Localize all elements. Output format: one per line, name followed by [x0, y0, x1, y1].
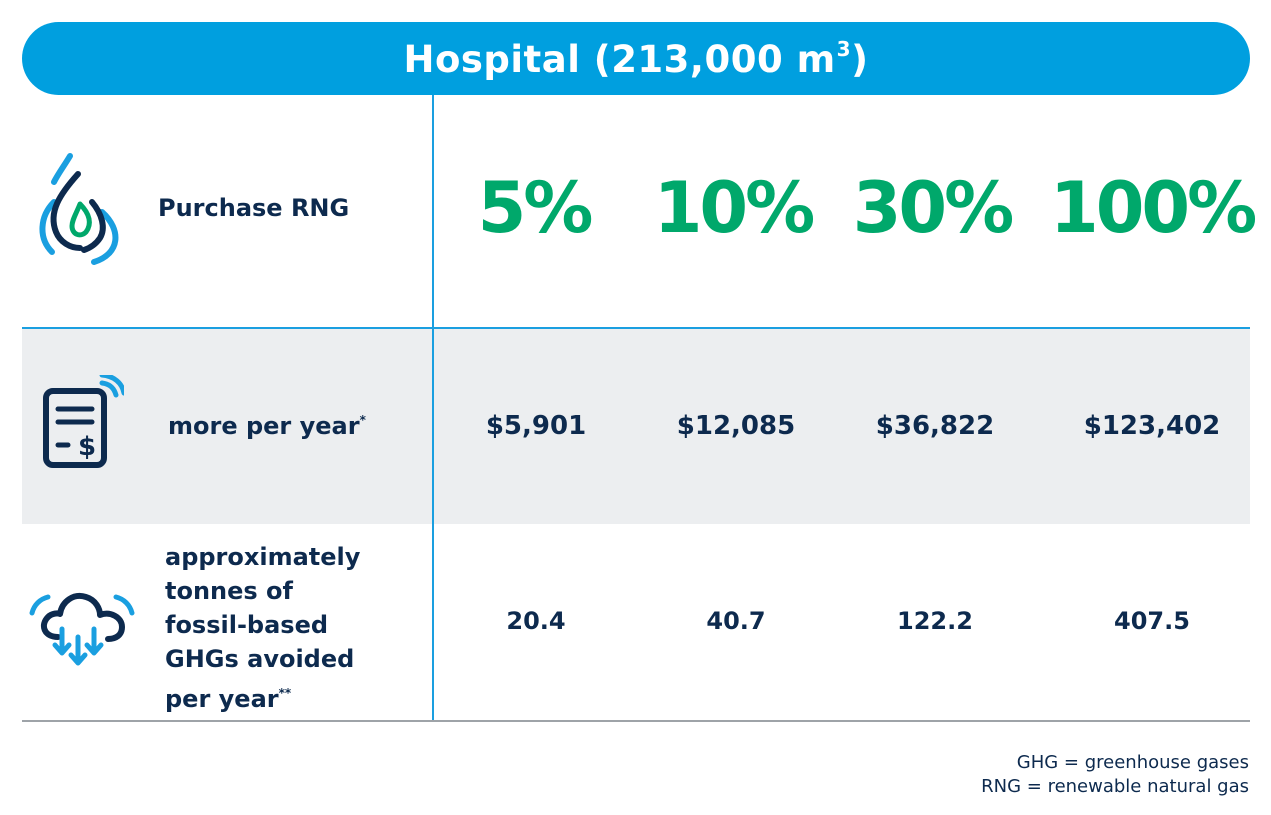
- page-title: Hospital (213,000 m3): [403, 36, 869, 81]
- ghg-10: 40.7: [706, 607, 766, 635]
- header-banner: Hospital (213,000 m3): [22, 22, 1250, 95]
- cost-10: $12,085: [676, 411, 796, 441]
- more-per-year-label: more per year*: [168, 412, 366, 440]
- percent-10: 10%: [653, 167, 816, 249]
- percent-5: 5%: [477, 167, 594, 249]
- ghg-avoided-label: approximately tonnes of fossil-based GHG…: [165, 543, 361, 713]
- cost-100: $123,402: [1083, 411, 1221, 441]
- footnote-rng: RNG = renewable natural gas: [981, 776, 1249, 797]
- ghg-5: 20.4: [506, 607, 566, 635]
- ghg-100: 407.5: [1114, 607, 1190, 635]
- cost-row-background: [22, 329, 1250, 524]
- row-divider: [22, 327, 1250, 329]
- footnote-ghg: GHG = greenhouse gases: [1016, 752, 1249, 773]
- table-bottom-rule: [22, 720, 1250, 722]
- column-divider: [432, 95, 434, 721]
- cost-5: $5,901: [485, 411, 587, 441]
- svg-text:$: $: [78, 432, 96, 462]
- ghg-30: 122.2: [897, 607, 973, 635]
- flame-icon: [39, 153, 119, 265]
- purchase-rng-label: Purchase RNG: [158, 194, 350, 222]
- percent-30: 30%: [852, 167, 1015, 249]
- cost-30: $36,822: [875, 411, 995, 441]
- cloud-down-icon: [29, 593, 135, 666]
- percent-100: 100%: [1050, 167, 1257, 249]
- bill-icon: $: [43, 375, 124, 468]
